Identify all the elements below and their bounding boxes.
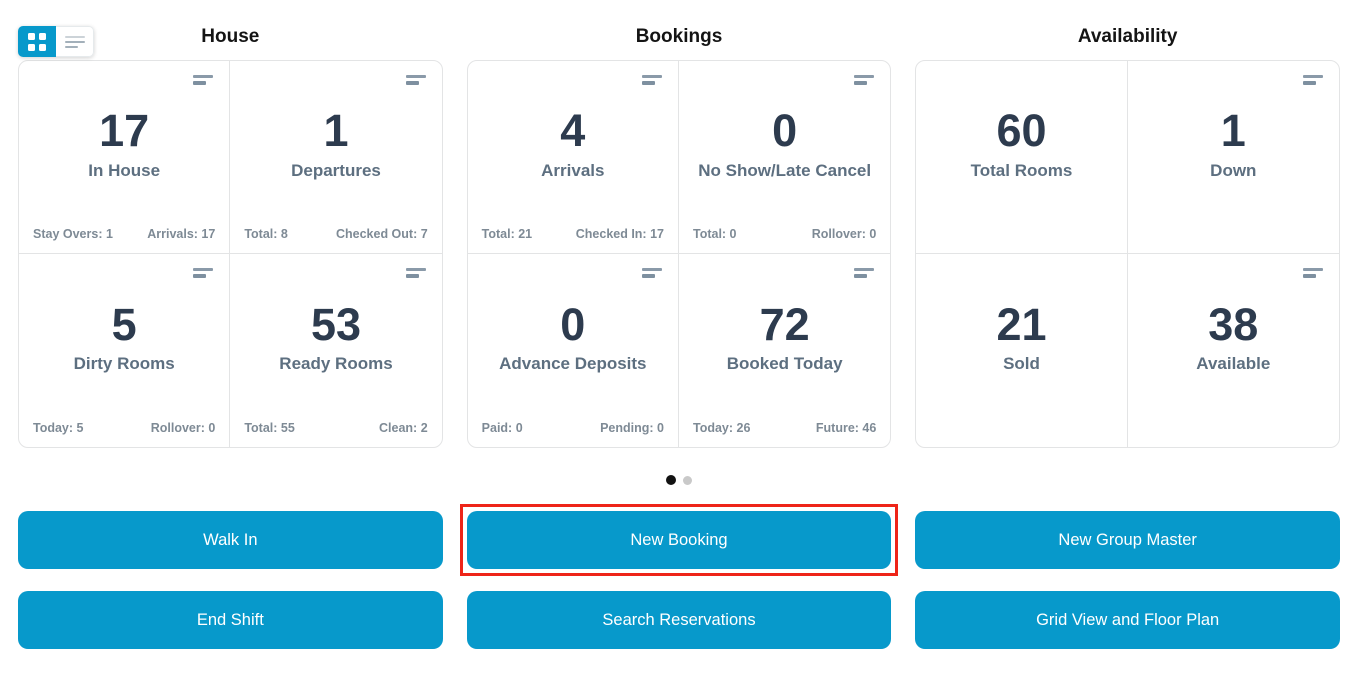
card-booked-today[interactable]: 72 Booked Today Today: 26 Future: 46 [679, 254, 890, 447]
view-mode-toggle [18, 26, 94, 57]
card-value: 38 [1208, 298, 1259, 350]
card-stat-left: Today: 26 [692, 421, 751, 435]
carousel-pagination [18, 475, 1340, 485]
card-stat-left: Stay Overs: 1 [33, 227, 113, 241]
card-advance-deposits[interactable]: 0 Advance Deposits Paid: 0 Pending: 0 [468, 254, 679, 447]
card-stats: Total: 0 Rollover: 0 [693, 227, 876, 241]
card-stats: Total: 21 Checked In: 17 [482, 227, 664, 241]
carousel-dot-active[interactable] [666, 475, 676, 485]
search-reservations-button[interactable]: Search Reservations [466, 591, 892, 649]
card-label: Dirty Rooms [73, 354, 175, 374]
card-value: 0 [560, 298, 586, 350]
stat-card-groups: 17 In House Stay Overs: 1 Arrivals: 17 1… [18, 60, 1340, 448]
card-value: 4 [560, 105, 586, 157]
card-label: No Show/Late Cancel [698, 160, 872, 180]
list-view-icon [64, 33, 85, 51]
card-stats: Today: 26 Future: 46 [693, 421, 876, 435]
card-stat-left: Total: 21 [481, 227, 533, 241]
card-value: 1 [1220, 105, 1246, 157]
card-in-house[interactable]: 17 In House Stay Overs: 1 Arrivals: 17 [19, 61, 231, 254]
card-down[interactable]: 1 Down [1127, 61, 1339, 254]
card-stats: Today: 5 Rollover: 0 [33, 421, 215, 435]
list-view-toggle-button[interactable] [56, 26, 94, 57]
card-sold[interactable]: 21 Sold [916, 254, 1128, 447]
card-value: 0 [772, 105, 798, 157]
card-stats: Paid: 0 Pending: 0 [482, 421, 664, 435]
new-group-master-button[interactable]: New Group Master [915, 511, 1340, 569]
grid-view-toggle-button[interactable] [18, 26, 56, 57]
card-value: 5 [111, 298, 137, 350]
card-stat-right: Rollover: 0 [811, 227, 877, 241]
card-value: 17 [99, 105, 150, 157]
card-value: 21 [996, 298, 1047, 350]
card-stat-right: Clean: 2 [379, 421, 428, 435]
card-value: 72 [759, 298, 810, 350]
card-ready-rooms[interactable]: 53 Ready Rooms Total: 55 Clean: 2 [230, 254, 441, 447]
card-value: 53 [310, 298, 362, 350]
grid-view-floor-plan-button[interactable]: Grid View and Floor Plan [915, 591, 1340, 649]
grid-view-icon [28, 32, 46, 51]
card-stat-left: Total: 0 [692, 227, 737, 241]
card-total-rooms[interactable]: 60 Total Rooms [916, 61, 1128, 254]
details-lines-icon[interactable] [405, 75, 426, 85]
card-label: Departures [291, 160, 381, 180]
details-lines-icon[interactable] [405, 268, 426, 278]
card-stats: Total: 8 Checked Out: 7 [244, 227, 427, 241]
card-stat-right: Arrivals: 17 [147, 227, 216, 241]
card-label: In House [88, 160, 161, 180]
card-stat-right: Pending: 0 [600, 421, 664, 435]
card-arrivals[interactable]: 4 Arrivals Total: 21 Checked In: 17 [467, 61, 679, 254]
card-available[interactable]: 38 Available [1128, 254, 1339, 447]
card-stat-right: Future: 46 [815, 421, 877, 435]
card-departures[interactable]: 1 Departures Total: 8 Checked Out: 7 [230, 61, 442, 254]
details-lines-icon[interactable] [641, 75, 662, 85]
card-stat-right: Checked In: 17 [575, 227, 664, 241]
card-label: Arrivals [541, 160, 605, 180]
card-label: Down [1210, 160, 1257, 180]
action-buttons: Walk In New Booking New Group Master End… [18, 504, 1340, 649]
end-shift-button[interactable]: End Shift [18, 591, 443, 649]
card-no-show-late-cancel[interactable]: 0 No Show/Late Cancel Total: 0 Rollover:… [678, 61, 891, 254]
card-value: 1 [323, 105, 349, 157]
card-stats: Total: 55 Clean: 2 [244, 421, 427, 435]
card-label: Total Rooms [970, 160, 1073, 180]
section-title-availability: Availability [1077, 26, 1178, 47]
details-lines-icon[interactable] [641, 268, 662, 278]
house-card-group: 17 In House Stay Overs: 1 Arrivals: 17 1… [18, 60, 443, 448]
bookings-card-group: 4 Arrivals Total: 21 Checked In: 17 0 No… [466, 60, 892, 448]
details-lines-icon[interactable] [854, 75, 875, 85]
card-stat-right: Checked Out: 7 [335, 227, 428, 241]
card-stat-left: Today: 5 [33, 421, 84, 435]
card-label: Advance Deposits [499, 354, 647, 374]
card-stat-right: Rollover: 0 [150, 421, 216, 435]
section-headers: House Bookings Availability [18, 0, 1340, 48]
details-lines-icon[interactable] [1302, 268, 1323, 278]
details-lines-icon[interactable] [193, 75, 214, 85]
details-lines-icon[interactable] [1302, 75, 1323, 85]
card-value: 60 [996, 105, 1047, 157]
availability-card-group: 60 Total Rooms 1 Down 21 Sold 38 Availab… [915, 60, 1340, 448]
section-title-house: House [201, 26, 260, 47]
walk-in-button[interactable]: Walk In [18, 511, 443, 569]
section-title-bookings: Bookings [635, 26, 723, 47]
dashboard-page: House Bookings Availability 17 In House … [18, 0, 1340, 649]
details-lines-icon[interactable] [854, 268, 875, 278]
card-stats: Stay Overs: 1 Arrivals: 17 [33, 227, 215, 241]
card-stat-left: Paid: 0 [481, 421, 523, 435]
card-label: Sold [1003, 354, 1040, 374]
new-booking-button[interactable]: New Booking [466, 511, 892, 569]
card-label: Available [1196, 354, 1271, 374]
card-label: Booked Today [726, 354, 843, 374]
details-lines-icon[interactable] [193, 268, 214, 278]
card-dirty-rooms[interactable]: 5 Dirty Rooms Today: 5 Rollover: 0 [19, 254, 231, 447]
card-stat-left: Total: 55 [244, 421, 295, 435]
card-label: Ready Rooms [279, 354, 393, 374]
carousel-dot-inactive[interactable] [683, 475, 692, 485]
card-stat-left: Total: 8 [244, 227, 288, 241]
